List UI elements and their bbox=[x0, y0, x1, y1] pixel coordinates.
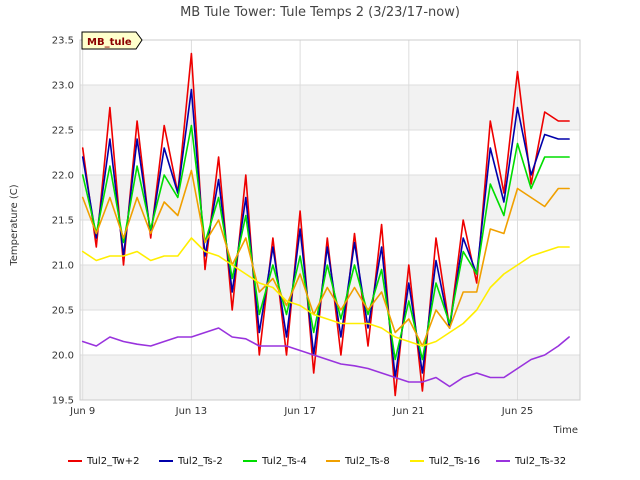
plot-area bbox=[79, 39, 581, 401]
chart-title: MB Tule Tower: Tule Temps 2 (3/23/17-now… bbox=[180, 5, 460, 20]
legend-label: Tul2_Ts-8 bbox=[344, 456, 390, 467]
series-line-tul2-ts-8 bbox=[81, 169, 570, 347]
y-tick-label: 21.5 bbox=[52, 216, 74, 227]
legend-label: Tul2_Tw+2 bbox=[86, 456, 139, 467]
series-line-tul2-ts-16 bbox=[81, 237, 570, 347]
y-tick-label: 22.0 bbox=[52, 171, 74, 182]
series-line-tul2-ts-2 bbox=[81, 88, 570, 379]
x-tick-label: Jun 21 bbox=[392, 406, 425, 417]
x-tick-label: Jun 17 bbox=[283, 406, 316, 417]
legend-label: Tul2_Ts-4 bbox=[261, 456, 307, 467]
legend-item: Tul2_Ts-32 bbox=[496, 456, 566, 467]
legend-item: Tul2_Ts-4 bbox=[243, 456, 307, 467]
legend-label: Tul2_Ts-16 bbox=[428, 456, 480, 467]
station-badge-label: MB_tule bbox=[87, 37, 132, 48]
series-line-tul2-tw-2 bbox=[81, 52, 570, 397]
station-badge: MB_tule bbox=[81, 31, 143, 50]
series-line-tul2-ts-32 bbox=[81, 327, 570, 388]
plot-background-bands bbox=[80, 85, 580, 400]
legend-label: Tul2_Ts-32 bbox=[514, 456, 566, 467]
y-tick-label: 20.5 bbox=[52, 306, 74, 317]
legend-item: Tul2_Tw+2 bbox=[68, 456, 139, 467]
plot-band bbox=[80, 85, 580, 130]
y-tick-label: 23.5 bbox=[52, 36, 74, 47]
y-tick-label: 20.0 bbox=[52, 351, 74, 362]
y-tick-label: 23.0 bbox=[52, 81, 74, 92]
legend: Tul2_Tw+2 Tul2_Ts-2 Tul2_Ts-4 Tul2_Ts-8 Tul2… bbox=[68, 456, 566, 467]
y-tick-label: 21.0 bbox=[52, 261, 74, 272]
legend-label: Tul2_Ts-2 bbox=[177, 456, 223, 467]
x-tick-label: Jun 25 bbox=[501, 406, 534, 417]
legend-item: Tul2_Ts-8 bbox=[326, 456, 390, 467]
x-tick-label: Jun 9 bbox=[69, 406, 95, 417]
x-tick-label: Jun 13 bbox=[175, 406, 208, 417]
legend-item: Tul2_Ts-2 bbox=[159, 456, 223, 467]
plot-band bbox=[80, 265, 580, 310]
x-axis-label: Time bbox=[553, 425, 578, 436]
y-tick-label: 19.5 bbox=[52, 396, 74, 407]
legend-item: Tul2_Ts-16 bbox=[410, 456, 480, 467]
axis-ticks: 19.5 20.0 20.5 21.0 21.5 22.0 22.5 23.0 23.5 Jun … bbox=[52, 36, 534, 418]
series-layer bbox=[81, 52, 570, 397]
y-axis-label: Temperature (C) bbox=[9, 184, 20, 266]
series-line-tul2-ts-4 bbox=[81, 124, 570, 361]
y-tick-label: 22.5 bbox=[52, 126, 74, 137]
